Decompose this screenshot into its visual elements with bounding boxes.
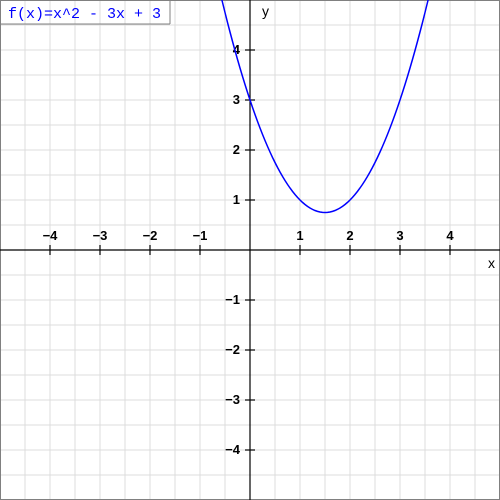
svg-text:−4: −4 [225,442,241,457]
svg-text:x: x [488,255,495,271]
svg-text:2: 2 [233,142,240,157]
svg-text:−1: −1 [225,292,240,307]
svg-text:−4: −4 [43,228,59,243]
svg-text:−1: −1 [193,228,208,243]
svg-text:−3: −3 [225,392,240,407]
svg-text:4: 4 [446,228,454,243]
svg-text:3: 3 [396,228,403,243]
svg-text:2: 2 [346,228,353,243]
svg-text:1: 1 [296,228,303,243]
svg-text:−2: −2 [143,228,158,243]
plot-svg: −4−3−2−11234−4−3−2−11234xyf(x)=x^2 - 3x … [0,0,500,500]
function-plot: −4−3−2−11234−4−3−2−11234xyf(x)=x^2 - 3x … [0,0,500,500]
svg-text:1: 1 [233,192,240,207]
svg-text:y: y [262,3,269,19]
svg-text:−2: −2 [225,342,240,357]
svg-text:−3: −3 [93,228,108,243]
svg-text:f(x)=x^2 - 3x + 3: f(x)=x^2 - 3x + 3 [8,6,161,23]
svg-text:3: 3 [233,92,240,107]
